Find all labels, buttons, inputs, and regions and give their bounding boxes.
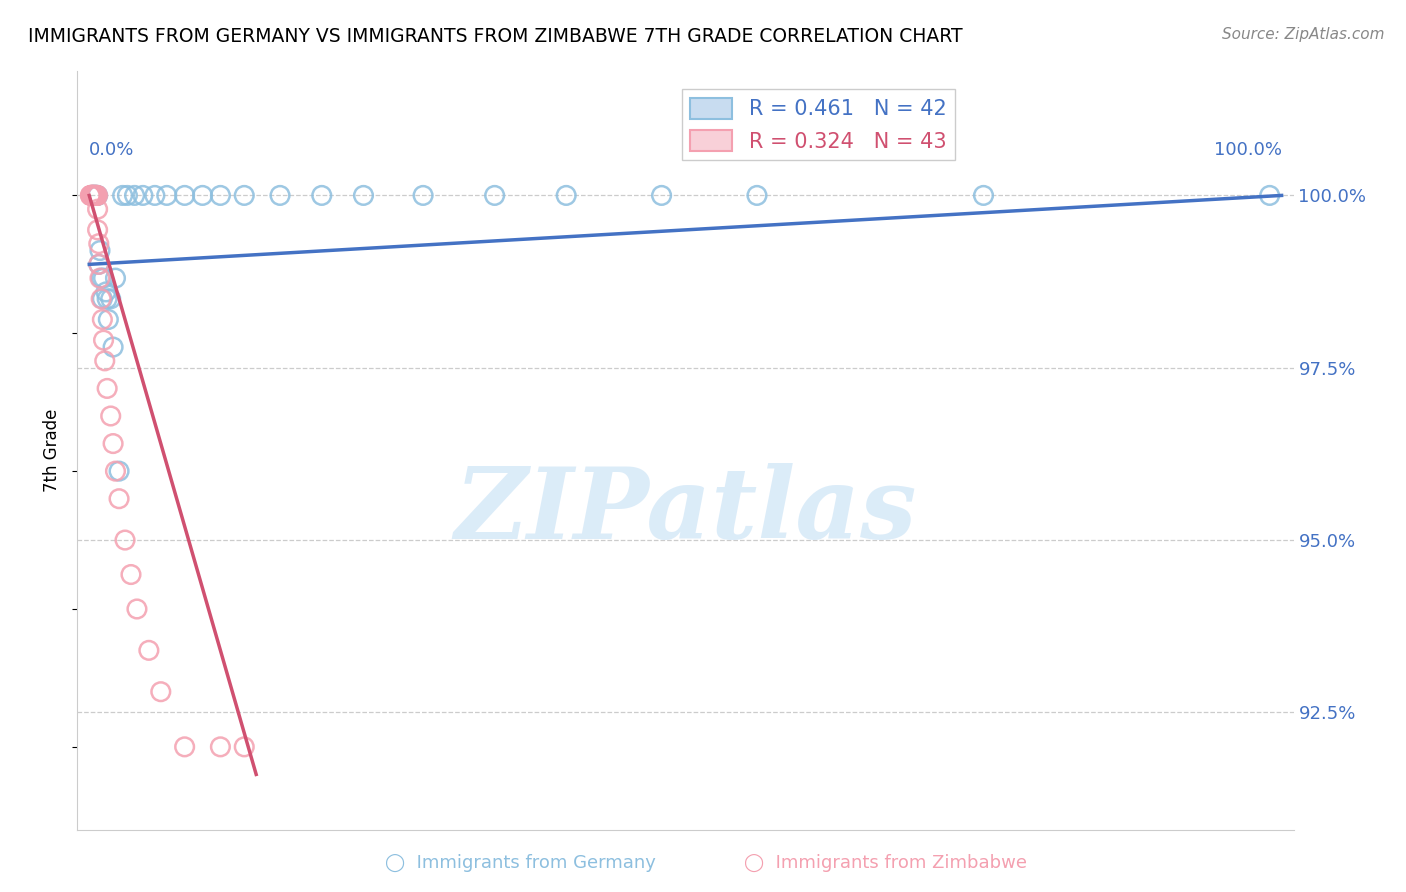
Point <box>79 188 101 202</box>
Point <box>96 292 118 306</box>
Point <box>82 188 104 202</box>
Point <box>84 188 107 202</box>
Point <box>80 188 103 202</box>
Point <box>86 188 108 202</box>
Point <box>233 739 256 754</box>
Text: 100.0%: 100.0% <box>1213 141 1282 159</box>
Point <box>83 188 105 202</box>
Point <box>82 188 104 202</box>
Point <box>80 188 103 202</box>
Point <box>173 188 195 202</box>
Point <box>104 271 127 285</box>
Point <box>209 188 232 202</box>
Point <box>138 643 160 657</box>
Point <box>93 271 115 285</box>
Point <box>311 188 333 202</box>
Point <box>91 292 114 306</box>
Text: ◯  Immigrants from Germany: ◯ Immigrants from Germany <box>385 855 655 872</box>
Point <box>353 188 375 202</box>
Point <box>83 188 105 202</box>
Point <box>90 271 112 285</box>
Point <box>96 381 118 395</box>
Point <box>209 739 232 754</box>
Point <box>173 739 195 754</box>
Point <box>89 244 111 258</box>
Point <box>82 188 104 202</box>
Point <box>104 464 127 478</box>
Point <box>82 188 104 202</box>
Point <box>82 188 104 202</box>
Point <box>80 188 103 202</box>
Text: 0.0%: 0.0% <box>89 141 135 159</box>
Point <box>156 188 179 202</box>
Point <box>101 340 124 354</box>
Point <box>125 602 148 616</box>
Point <box>93 333 115 347</box>
Point <box>90 292 112 306</box>
Point <box>233 188 256 202</box>
Text: ◯  Immigrants from Zimbabwe: ◯ Immigrants from Zimbabwe <box>744 855 1028 872</box>
Point <box>86 188 108 202</box>
Point <box>80 188 103 202</box>
Point <box>108 491 131 506</box>
Point <box>114 533 136 547</box>
Legend: R = 0.461   N = 42, R = 0.324   N = 43: R = 0.461 N = 42, R = 0.324 N = 43 <box>682 89 955 160</box>
Point <box>412 188 434 202</box>
Point <box>484 188 506 202</box>
Point <box>120 567 142 582</box>
Point <box>973 188 995 202</box>
Point <box>555 188 578 202</box>
Point <box>124 188 146 202</box>
Point <box>100 292 122 306</box>
Y-axis label: 7th Grade: 7th Grade <box>44 409 62 492</box>
Point <box>117 188 139 202</box>
Point <box>132 188 155 202</box>
Point <box>89 271 111 285</box>
Point <box>86 223 108 237</box>
Point <box>83 188 105 202</box>
Point <box>86 188 108 202</box>
Point <box>80 188 103 202</box>
Point <box>82 188 104 202</box>
Point <box>91 312 114 326</box>
Point <box>651 188 673 202</box>
Point <box>108 464 131 478</box>
Text: Source: ZipAtlas.com: Source: ZipAtlas.com <box>1222 27 1385 42</box>
Point <box>149 684 172 698</box>
Point <box>97 312 120 326</box>
Point <box>94 285 117 299</box>
Point <box>84 188 107 202</box>
Text: IMMIGRANTS FROM GERMANY VS IMMIGRANTS FROM ZIMBABWE 7TH GRADE CORRELATION CHART: IMMIGRANTS FROM GERMANY VS IMMIGRANTS FR… <box>28 27 963 45</box>
Point <box>83 188 105 202</box>
Point <box>79 188 101 202</box>
Point <box>143 188 166 202</box>
Point <box>94 354 117 368</box>
Point <box>87 257 110 271</box>
Point <box>80 188 103 202</box>
Point <box>101 436 124 450</box>
Point <box>269 188 291 202</box>
Point <box>86 188 108 202</box>
Point <box>745 188 768 202</box>
Point <box>100 409 122 423</box>
Point <box>84 188 107 202</box>
Point <box>191 188 214 202</box>
Point <box>84 188 107 202</box>
Point <box>86 188 108 202</box>
Point <box>111 188 134 202</box>
Point <box>84 188 107 202</box>
Point <box>86 188 108 202</box>
Point <box>83 188 105 202</box>
Point <box>86 202 108 217</box>
Point <box>86 188 108 202</box>
Point <box>87 257 110 271</box>
Text: ZIPatlas: ZIPatlas <box>454 463 917 559</box>
Point <box>1258 188 1281 202</box>
Point <box>87 236 110 251</box>
